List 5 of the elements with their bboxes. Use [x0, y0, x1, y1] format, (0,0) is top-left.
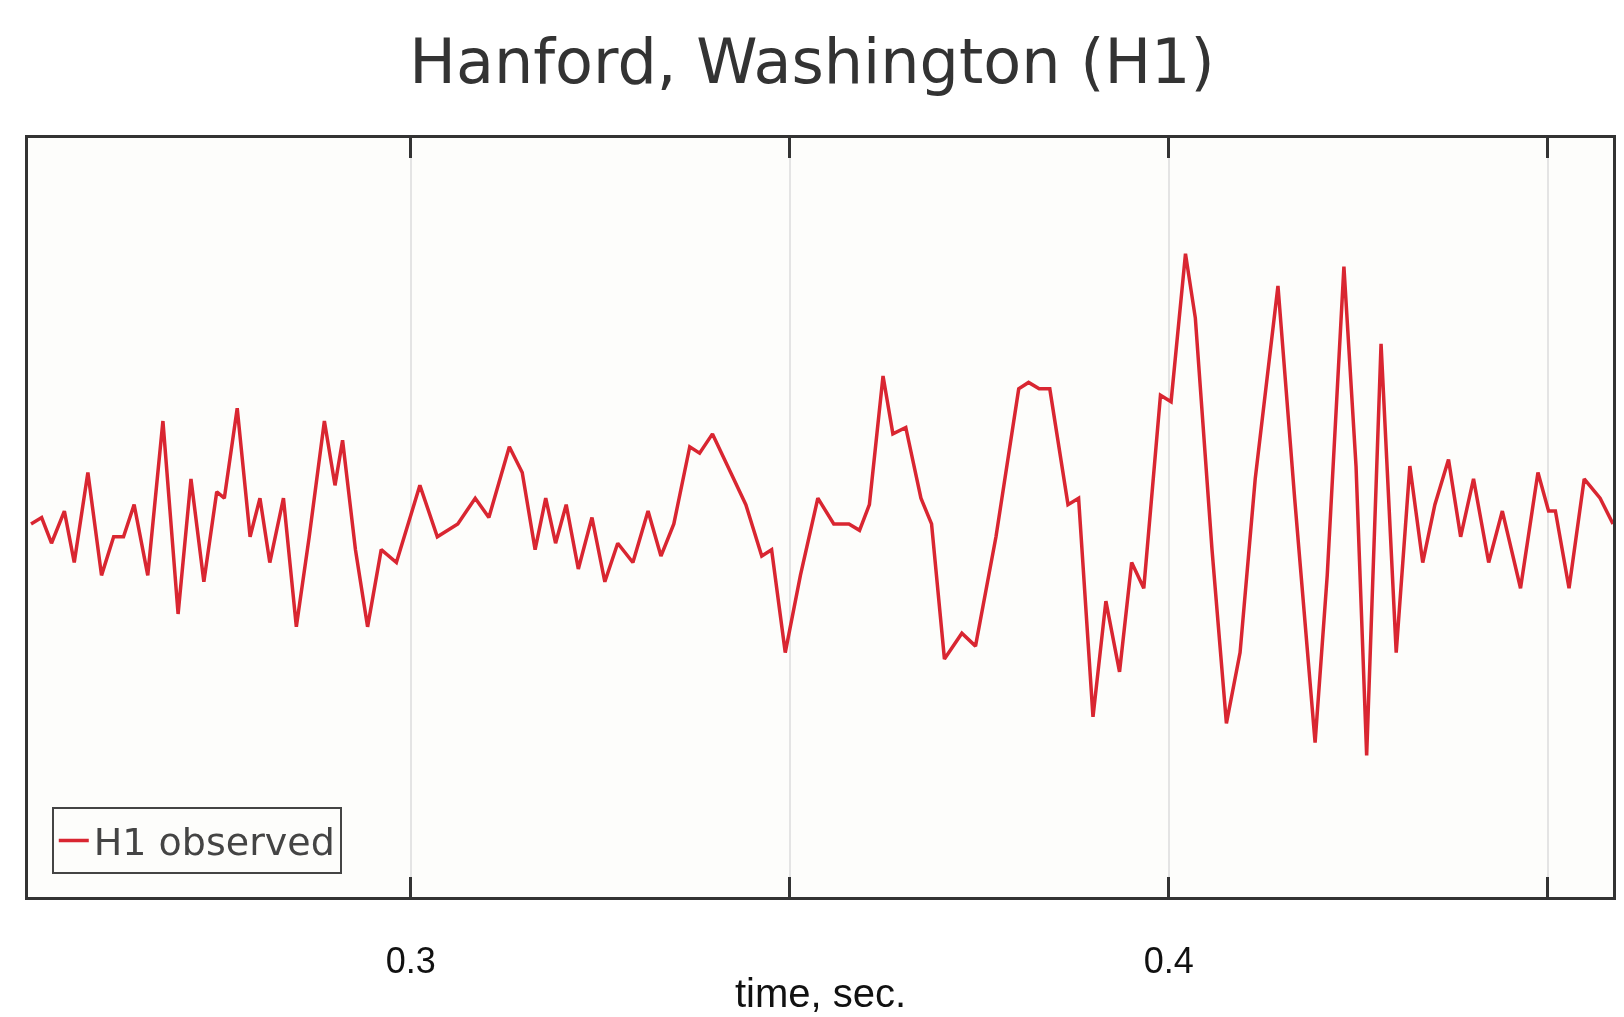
- chart-title: Hanford, Washington (H1): [409, 24, 1215, 98]
- x-tick-label: 0.4: [1143, 939, 1194, 981]
- x-tick-label: 0.3: [385, 939, 436, 981]
- legend-label: H1 observed: [93, 820, 335, 865]
- x-axis-title: time, sec.: [734, 971, 907, 1016]
